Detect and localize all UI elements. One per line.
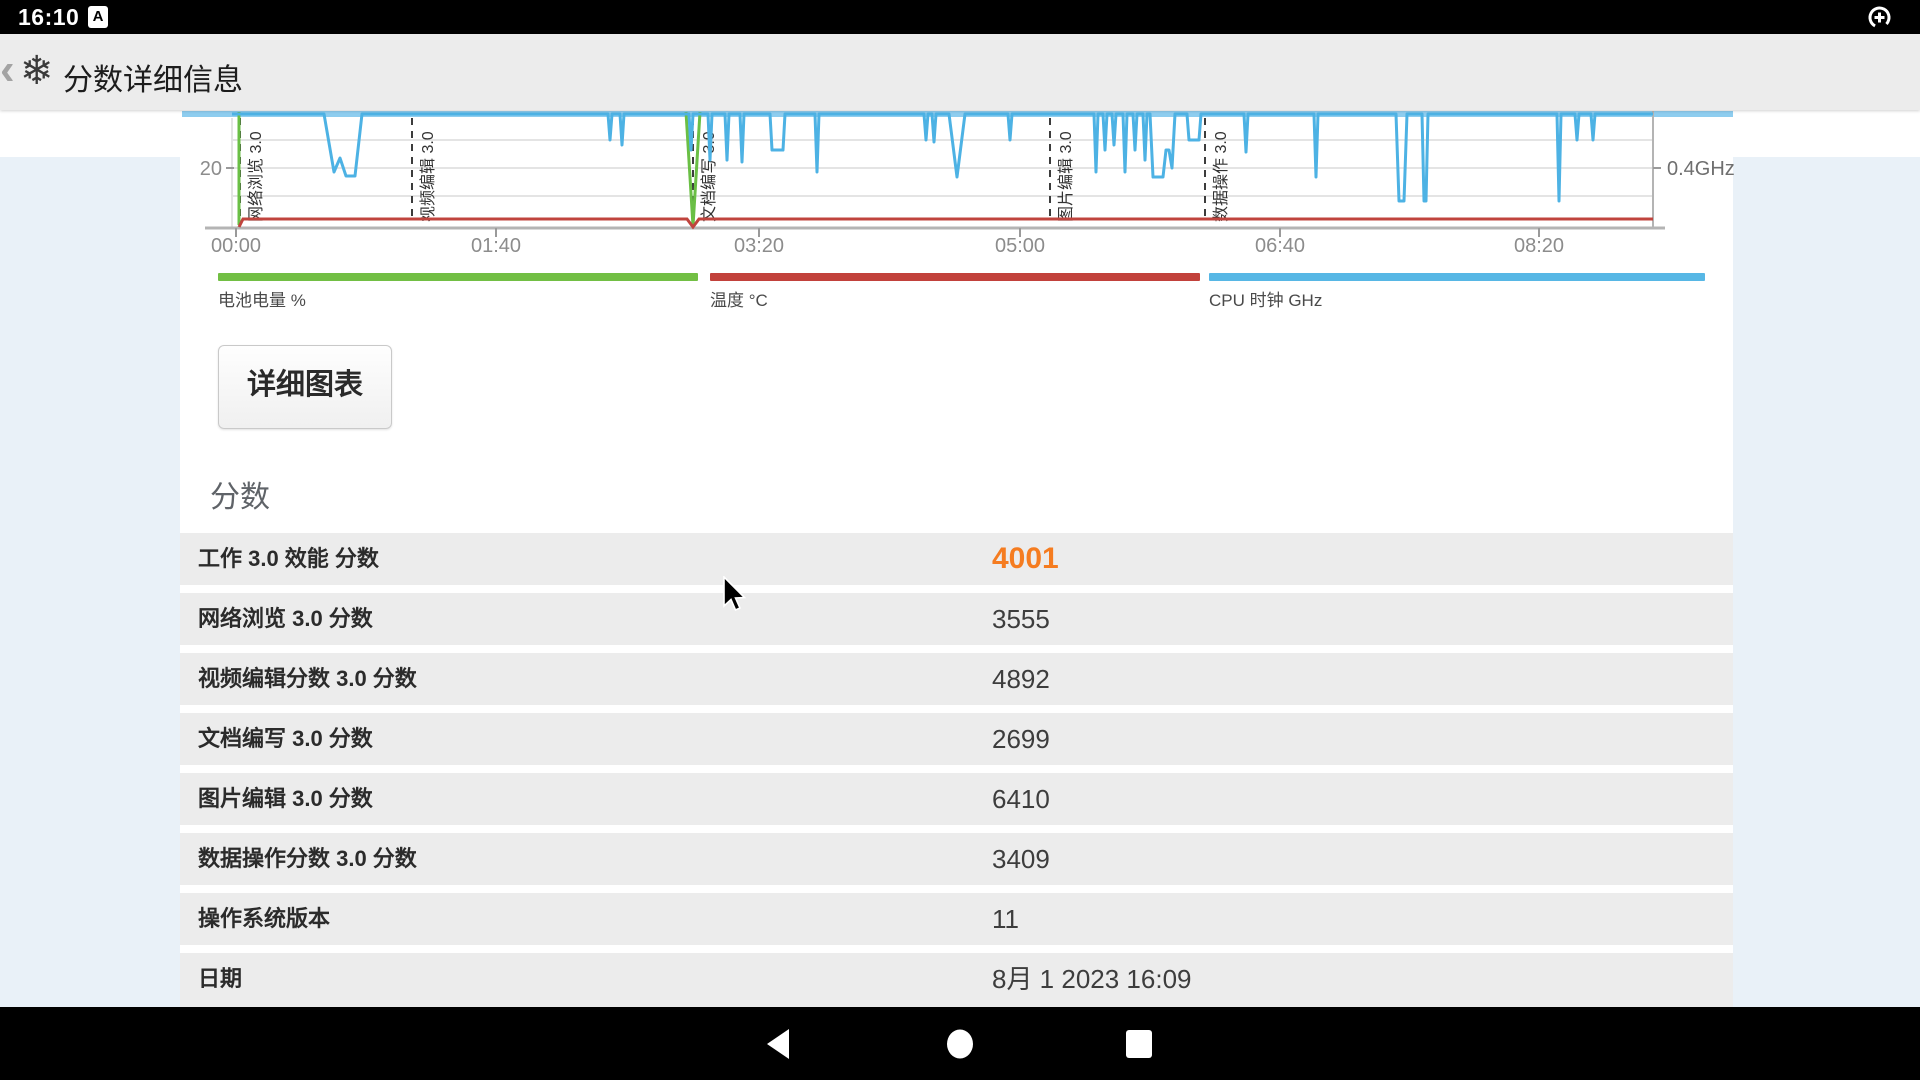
- android-nav-bar: [0, 1007, 1920, 1080]
- score-row-label: 文档编写 3.0 分数: [198, 726, 373, 751]
- data-saver-icon: [1866, 4, 1893, 36]
- event-marker-label: 图片编辑 3.0: [1057, 131, 1075, 222]
- score-row-value: 2699: [992, 724, 1050, 754]
- legend-item: 温度 °C: [710, 273, 1200, 311]
- x-axis-tick-label: 06:40: [1255, 235, 1305, 257]
- score-row-value: 6410: [992, 784, 1050, 814]
- score-row-value: 4892: [992, 664, 1050, 694]
- temperature-line: [237, 217, 1653, 230]
- score-row-label: 工作 3.0 效能 分数: [198, 546, 379, 571]
- table-row: 数据操作分数 3.0 分数 3409: [180, 833, 1733, 885]
- table-row: 图片编辑 3.0 分数 6410: [180, 773, 1733, 825]
- legend-swatch: [218, 273, 698, 281]
- detailed-chart-button[interactable]: 详细图表: [218, 345, 392, 429]
- legend-swatch: [710, 273, 1200, 281]
- score-row-label: 数据操作分数 3.0 分数: [198, 846, 417, 871]
- y-axis-left-label: 20: [200, 158, 222, 180]
- table-row: 网络浏览 3.0 分数 3555: [180, 593, 1733, 645]
- legend-label: CPU 时钟 GHz: [1209, 291, 1323, 310]
- nav-recents-button[interactable]: [1117, 1022, 1161, 1066]
- score-table: 工作 3.0 效能 分数 4001 网络浏览 3.0 分数 3555 视频编辑分…: [180, 533, 1733, 1007]
- table-row: 操作系统版本 11: [180, 893, 1733, 945]
- x-axis-tick-label: 08:20: [1514, 235, 1564, 257]
- event-marker-label: 视频编辑 3.0: [419, 131, 437, 222]
- score-row-value: 3409: [992, 844, 1050, 874]
- page-title: 分数详细信息: [63, 64, 243, 97]
- score-row-label: 网络浏览 3.0 分数: [198, 606, 373, 631]
- legend-label: 温度 °C: [710, 291, 768, 310]
- score-row-label: 视频编辑分数 3.0 分数: [198, 666, 417, 691]
- scores-section-title: 分数: [210, 481, 270, 514]
- table-row: 工作 3.0 效能 分数 4001: [180, 533, 1733, 585]
- score-row-value: 11: [992, 904, 1019, 934]
- score-row-label: 日期: [198, 966, 243, 991]
- x-axis-tick-label: 01:40: [471, 235, 521, 257]
- table-row: 视频编辑分数 3.0 分数 4892: [180, 653, 1733, 705]
- event-marker-label: 网络浏览 3.0: [246, 131, 265, 222]
- score-row-value: 8月 1 2023 16:09: [992, 964, 1192, 994]
- x-axis-tick-label: 05:00: [995, 235, 1045, 257]
- legend-item: CPU 时钟 GHz: [1209, 273, 1705, 311]
- x-axis-tick-label: 03:20: [734, 235, 784, 257]
- legend-swatch: [1209, 273, 1705, 281]
- event-marker-label: 数据操作 3.0: [1212, 131, 1230, 222]
- cpu-clock-line: [232, 112, 1653, 203]
- legend-item: 电池电量 %: [218, 273, 698, 311]
- nav-back-button[interactable]: [756, 1022, 800, 1066]
- x-axis-tick-label: 00:00: [211, 235, 261, 257]
- y-axis-right-label: 0.4GHz: [1667, 158, 1735, 180]
- benchmark-snowflake-icon: ❄: [20, 49, 54, 93]
- back-chevron-icon[interactable]: ‹: [0, 45, 15, 94]
- event-marker-label: 文档编写 3.0: [700, 131, 718, 222]
- status-clock: 16:10: [18, 4, 80, 30]
- benchmark-monitoring-chart: 00:00 01:40 03:20 05:00 06:40 08:20 20 0.4GHz 网络…: [182, 111, 1735, 257]
- legend-label: 电池电量 %: [218, 291, 306, 310]
- score-row-value: 4001: [992, 542, 1059, 575]
- keyboard-layout-icon: A: [88, 6, 108, 28]
- score-row-value: 3555: [992, 604, 1050, 634]
- app-bar: ‹ ❄ 分数详细信息: [0, 34, 1920, 110]
- status-bar: 16:10 A: [0, 0, 1920, 34]
- table-row: 日期 8月 1 2023 16:09: [180, 953, 1733, 1007]
- score-row-label: 图片编辑 3.0 分数: [198, 786, 373, 811]
- nav-home-button[interactable]: [938, 1022, 982, 1066]
- table-row: 文档编写 3.0 分数 2699: [180, 713, 1733, 765]
- score-row-label: 操作系统版本: [198, 906, 331, 931]
